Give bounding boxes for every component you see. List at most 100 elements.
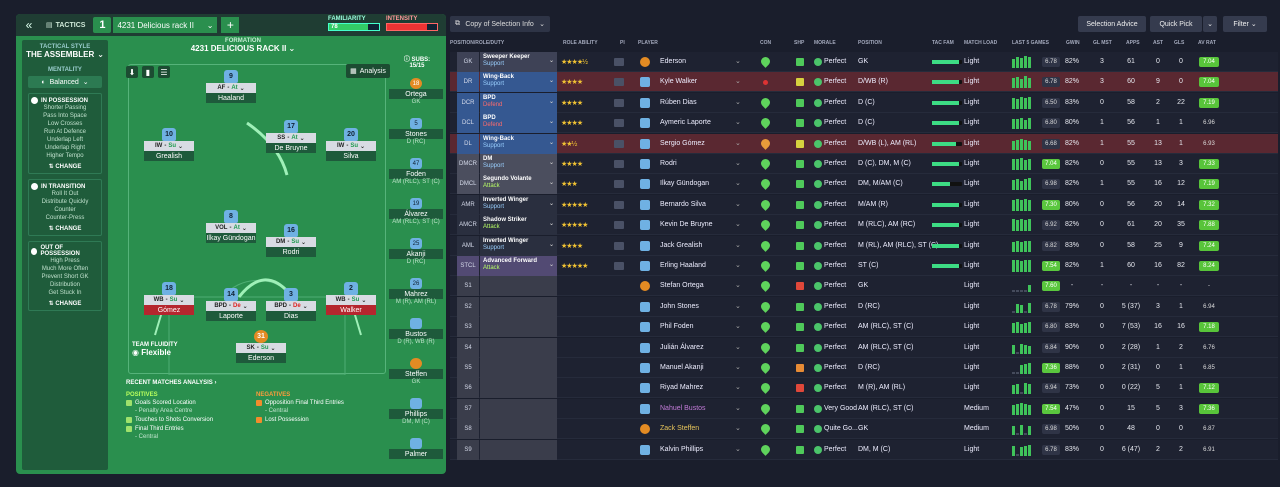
role-duty-select[interactable]	[480, 296, 557, 317]
instruction-item[interactable]: High Press	[50, 258, 80, 264]
sub-player-name[interactable]: Bustos	[389, 329, 443, 339]
role-duty-select[interactable]: BPD Defend ⌄	[480, 92, 557, 113]
table-row[interactable]: DMCL Segundo Volante Attack ⌄ ★★★ Ilkay Gündo…	[450, 174, 1278, 195]
sub-player[interactable]: 26 Mahrez M (R), AM (RL)	[389, 278, 443, 307]
player-dropdown[interactable]: ⌄	[735, 323, 741, 331]
player-dropdown[interactable]: ⌄	[735, 221, 741, 229]
chart-view-icon[interactable]: ▮	[142, 66, 154, 78]
player-dropdown[interactable]: ⌄	[735, 180, 741, 188]
sub-player-name[interactable]: Stones	[389, 129, 443, 139]
instruction-item[interactable]: Roll It Out	[51, 191, 79, 197]
role-duty-select[interactable]: Shadow Striker Attack ⌄	[480, 215, 557, 236]
player-dropdown[interactable]: ⌄	[735, 302, 741, 310]
table-row[interactable]: DR Wing-Back Support ⌄ ★★★★ Kyle Walker ⌄ Perfe…	[450, 72, 1278, 93]
player-name[interactable]: De Bruyne	[266, 143, 316, 153]
player-dropdown[interactable]: ⌄	[735, 200, 741, 208]
column-header[interactable]: PLAYER	[638, 40, 658, 46]
player-name[interactable]: Ilkay Gündogan	[206, 233, 256, 243]
pitch-player[interactable]: 3 BPD - De ⌄ Dias	[266, 288, 316, 321]
sub-player-name[interactable]: Álvarez	[389, 209, 443, 219]
pitch-player[interactable]: 17 SS - At ⌄ De Bruyne	[266, 120, 316, 153]
sub-player[interactable]: Bustos D (R), WB (R)	[389, 318, 443, 347]
player-name[interactable]: Bernardo Silva	[660, 200, 706, 208]
role-duty-select[interactable]: Sweeper Keeper Support ⌄	[480, 52, 557, 72]
player-dropdown[interactable]: ⌄	[735, 119, 741, 127]
player-role[interactable]: IW - Su ⌄	[326, 141, 376, 151]
player-name[interactable]: Phil Foden	[660, 323, 694, 331]
player-role[interactable]: AF - At ⌄	[206, 83, 256, 93]
instruction-item[interactable]: Distribute Quickly	[41, 199, 89, 205]
player-dropdown[interactable]: ⌄	[735, 58, 741, 65]
sub-player[interactable]: 5 Stones D (RC)	[389, 118, 443, 147]
table-row[interactable]: DL Wing-Back Support ⌄ ★★½ Sergio Gómez ⌄ Perfe…	[450, 133, 1278, 154]
instruction-item[interactable]: Shorter Passing	[43, 105, 87, 111]
player-instructions-icon[interactable]	[614, 180, 624, 189]
instruction-item[interactable]: Get Stuck In	[48, 290, 82, 296]
pitch-player[interactable]: 14 BPD - De ⌄ Laporte	[206, 288, 256, 321]
instruction-item[interactable]: Underlap Left	[46, 137, 84, 143]
player-name[interactable]: Kalvin Phillips	[660, 445, 704, 453]
selection-advice-button[interactable]: Selection Advice	[1078, 16, 1146, 32]
player-role[interactable]: WB - Su ⌄	[326, 295, 376, 305]
player-name[interactable]: Rúben Dias	[660, 98, 697, 106]
player-instructions-icon[interactable]	[614, 58, 624, 66]
instruction-item[interactable]: Prevent Short GK	[41, 274, 89, 280]
player-dropdown[interactable]: ⌄	[735, 241, 741, 249]
instruction-item[interactable]: Counter	[54, 207, 76, 213]
table-row[interactable]: S7 Nahuel Bustos ⌄ Very Good AM (RLC), ST (C…	[450, 398, 1278, 419]
add-tactic-button[interactable]: +	[221, 17, 240, 33]
player-name[interactable]: Manuel Akanji	[660, 364, 704, 371]
intensity-meter[interactable]: INTENSITY	[386, 16, 438, 31]
pitch-player[interactable]: 18 WB - Su ⌄ Gómez	[144, 282, 194, 315]
column-header[interactable]: GWIN	[1066, 40, 1080, 46]
table-row[interactable]: S9 Kalvin Phillips ⌄ Perfect DM, M (C) Light 6…	[450, 439, 1278, 460]
role-duty-select[interactable]: Inverted Winger Support ⌄	[480, 194, 557, 215]
pitch-player[interactable]: 10 IW - Su ⌄ Grealish	[144, 128, 194, 161]
sub-player[interactable]: Palmer	[389, 438, 443, 467]
table-row[interactable]: S3 Phil Foden ⌄ Perfect AM (RLC), ST (C) Ligh…	[450, 317, 1278, 338]
tactic-select[interactable]: 4231 Delicious rack II ⌄	[113, 17, 218, 33]
player-role[interactable]: WB - Su ⌄	[144, 295, 194, 305]
column-header[interactable]: AST	[1153, 40, 1163, 46]
quick-pick-button[interactable]: Quick Pick	[1150, 16, 1202, 32]
player-instructions-icon[interactable]	[614, 139, 624, 148]
pitch-player[interactable]: 2 WB - Su ⌄ Walker	[326, 282, 376, 315]
sub-player-name[interactable]: Steffen	[389, 369, 443, 379]
sub-player[interactable]: 19 Álvarez AM (RLC), ST (C)	[389, 198, 443, 227]
role-duty-select[interactable]: Advanced Forward Attack ⌄	[480, 256, 557, 276]
player-instructions-icon[interactable]	[614, 98, 624, 107]
role-duty-select[interactable]	[480, 358, 557, 378]
player-name[interactable]: Ilkay Gündogan	[660, 180, 710, 188]
section-title[interactable]: IN POSSESSION	[31, 97, 99, 104]
sub-player-name[interactable]: Phillips	[389, 409, 443, 419]
role-duty-select[interactable]	[480, 439, 557, 460]
instruction-item[interactable]: Counter-Press	[45, 215, 85, 221]
column-header[interactable]: AV RAT	[1198, 40, 1216, 46]
player-name[interactable]: Laporte	[206, 311, 256, 321]
role-duty-select[interactable]	[480, 398, 557, 419]
column-header[interactable]: ROLE ABILITY	[563, 40, 598, 46]
player-name[interactable]: Riyad Mahrez	[660, 384, 704, 392]
column-header[interactable]: PI	[620, 40, 625, 46]
change-button[interactable]: ⇅ CHANGE	[48, 301, 82, 307]
player-name[interactable]: Kevin De Bruyne	[660, 221, 713, 229]
player-role[interactable]: SK - Su ⌄	[236, 343, 286, 353]
player-dropdown[interactable]: ⌄	[735, 160, 741, 167]
player-dropdown[interactable]: ⌄	[735, 364, 741, 371]
table-row[interactable]: GK Sweeper Keeper Support ⌄ ★★★★½ Ederson ⌄ Per…	[450, 52, 1278, 72]
formation-select[interactable]: 4231 DELICIOUS RACK II ⌄	[190, 44, 296, 53]
player-name[interactable]: Rodri	[660, 160, 677, 167]
sub-player-name[interactable]: Mahrez	[389, 289, 443, 299]
column-header[interactable]: APPS	[1126, 40, 1140, 46]
role-duty-select[interactable]	[480, 337, 557, 358]
role-duty-select[interactable]: Wing-Back Support ⌄	[480, 133, 557, 154]
player-dropdown[interactable]: ⌄	[735, 384, 741, 392]
player-name[interactable]: Erling Haaland	[660, 262, 706, 269]
table-row[interactable]: S6 Riyad Mahrez ⌄ Perfect M (R), AM (RL) Ligh…	[450, 378, 1278, 399]
role-duty-select[interactable]: Segundo Volante Attack ⌄	[480, 174, 557, 195]
table-row[interactable]: DCL BPD Defend ⌄ ★★★★ Aymeric Laporte ⌄ Perfect…	[450, 113, 1278, 134]
player-name[interactable]: Zack Steffen	[660, 425, 700, 433]
player-instructions-icon[interactable]	[614, 119, 624, 128]
player-dropdown[interactable]: ⌄	[735, 98, 741, 106]
mentality-select[interactable]: ◐ Balanced ⌄	[28, 76, 102, 88]
